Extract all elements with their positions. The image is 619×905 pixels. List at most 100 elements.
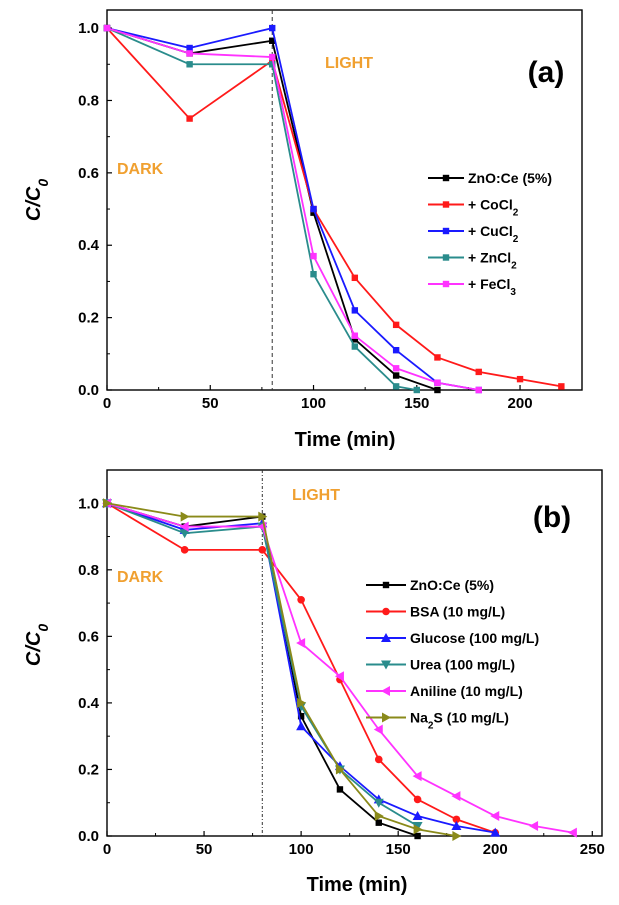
data-point (434, 379, 441, 386)
data-point (414, 832, 421, 840)
data-point (186, 61, 193, 68)
legend-marker (442, 254, 450, 261)
legend-item: + FeCl3 (428, 276, 516, 298)
x-tick-label: 200 (483, 841, 508, 858)
legend-marker (381, 633, 391, 642)
data-point (451, 821, 462, 831)
series-4 (103, 24, 420, 394)
legend-label: ZnO:Ce (5%) (468, 170, 552, 186)
data-point (258, 546, 267, 554)
data-point (392, 365, 400, 372)
legend-item: ZnO:Ce (5%) (366, 577, 494, 593)
y-tick-label: 1.0 (78, 495, 99, 512)
series-6 (103, 498, 462, 841)
legend-marker (382, 607, 390, 616)
series-line (106, 27, 479, 391)
light-annotation: LIGHT (292, 487, 340, 504)
data-point (413, 824, 423, 835)
x-tick-label: 0 (103, 841, 111, 858)
legend-label: + CuCl2 (468, 223, 519, 245)
chart-panel-a: 0 50 100 150 200 0.0 0.2 0.4 0.6 0.8 1.0 C/C0 Time (… (23, 9, 583, 451)
data-point (335, 764, 345, 775)
data-point (392, 372, 400, 379)
legend-label: Na2S (10 mg/L) (410, 710, 509, 732)
data-point (392, 383, 400, 390)
data-point (310, 252, 317, 260)
data-point (475, 386, 482, 394)
data-point (186, 44, 193, 52)
plot-frame (106, 469, 603, 837)
data-point (297, 713, 305, 720)
y-axis-label: C/C0 (23, 179, 51, 221)
data-point (392, 321, 400, 329)
data-point (351, 307, 359, 314)
dark-annotation: DARK (117, 161, 164, 178)
legend-marker (382, 581, 390, 589)
legend: ZnO:Ce (5%) BSA (10 mg/L) Glucose (100 mg/… (366, 577, 539, 731)
panel-label: (b) (533, 501, 571, 534)
x-tick-label: 50 (202, 395, 219, 412)
legend-marker (381, 660, 391, 670)
x-tick-label: 100 (289, 841, 314, 858)
data-point (336, 786, 344, 793)
y-tick-label: 0.2 (78, 310, 99, 327)
dark-annotation: DARK (117, 569, 164, 586)
y-tick-label: 0.0 (78, 828, 99, 845)
data-point (413, 386, 420, 394)
legend-label: BSA (10 mg/L) (410, 604, 505, 620)
data-point (179, 521, 189, 532)
legend-label: Urea (100 mg/L) (410, 657, 515, 673)
data-point (296, 638, 306, 649)
data-point (413, 795, 422, 804)
x-tick-label: 250 (580, 841, 605, 858)
data-point (334, 671, 344, 682)
x-tick-label: 0 (103, 395, 111, 412)
series-line (106, 27, 562, 388)
x-tick-label: 150 (404, 395, 429, 412)
legend-label: Aniline (10 mg/L) (410, 683, 523, 699)
legend-label: + CoCl2 (468, 197, 519, 219)
data-point (412, 822, 423, 832)
legend-item: + CoCl2 (428, 197, 519, 219)
y-tick-label: 0.6 (78, 628, 99, 645)
legend-marker (442, 280, 450, 288)
data-point (269, 61, 276, 68)
legend-marker (442, 174, 450, 182)
legend-marker (382, 712, 391, 723)
data-point (103, 498, 112, 509)
y-tick-label: 0.4 (78, 695, 100, 712)
data-point (373, 798, 384, 808)
legend-label: Glucose (100 mg/L) (410, 630, 539, 646)
legend-item: Na2S (10 mg/L) (366, 710, 509, 732)
series-3 (103, 24, 482, 394)
plot-frame (106, 9, 583, 391)
x-tick-label: 100 (301, 395, 326, 412)
y-tick-label: 0.2 (78, 761, 99, 778)
data-point (186, 50, 193, 57)
series-5 (103, 24, 482, 394)
series-line (106, 27, 479, 391)
data-point (269, 24, 276, 32)
data-point (180, 546, 189, 554)
legend-item: Glucose (100 mg/L) (366, 630, 539, 646)
panel-label: (a) (528, 56, 565, 89)
data-point (434, 386, 441, 394)
data-point (351, 343, 359, 350)
data-point (374, 811, 384, 822)
data-point (490, 827, 501, 837)
legend-item: BSA (10 mg/L) (366, 604, 505, 620)
legend-item: + ZnCl2 (428, 250, 517, 271)
series-line (106, 502, 457, 837)
legend-item: Aniline (10 mg/L) (366, 683, 523, 699)
data-point (179, 529, 190, 539)
data-point (297, 697, 307, 708)
data-point (567, 827, 577, 838)
data-point (310, 270, 317, 278)
series-line (106, 27, 417, 391)
data-point (452, 831, 462, 841)
data-point (258, 511, 268, 522)
data-point (351, 332, 359, 339)
data-point (558, 383, 565, 390)
y-tick-label: 1.0 (78, 20, 99, 37)
